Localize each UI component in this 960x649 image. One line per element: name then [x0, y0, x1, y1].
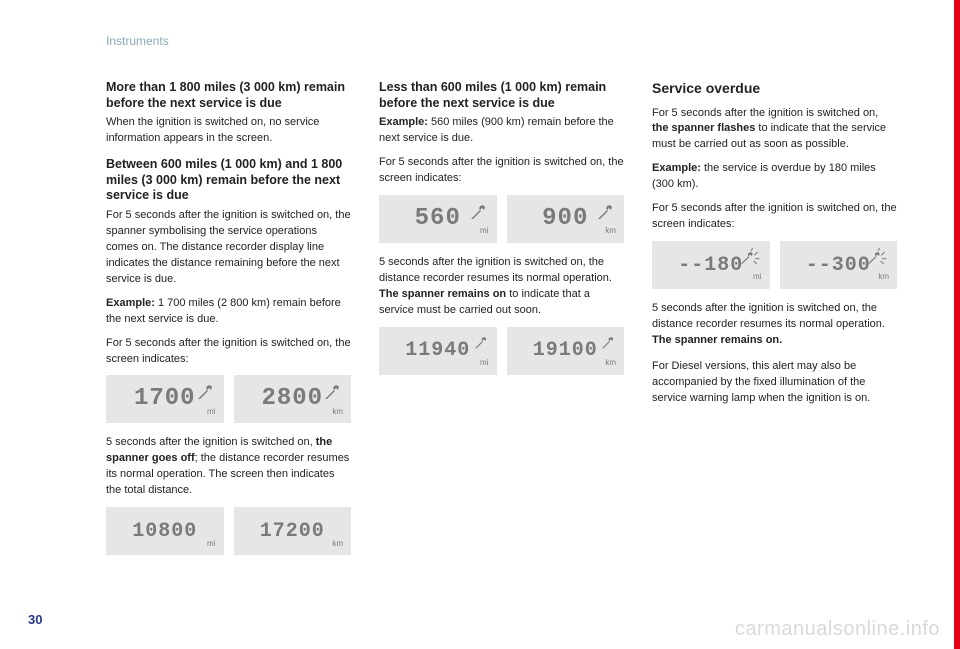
- lcd-unit: km: [332, 538, 343, 550]
- body-text: For 5 seconds after the ignition is swit…: [652, 107, 878, 119]
- lcd-unit: mi: [480, 225, 488, 237]
- body-text: 5 seconds after the ignition is switched…: [106, 436, 316, 448]
- body-text: For Diesel versions, this alert may also…: [652, 359, 897, 407]
- heading: Service overdue: [652, 80, 897, 98]
- wrench-icon: [602, 337, 616, 351]
- heading: More than 1 800 miles (3 000 km) remain …: [106, 80, 351, 111]
- bold-text: The spanner remains on: [379, 288, 506, 300]
- bold-text: the spanner flashes: [652, 122, 755, 134]
- lcd-unit: km: [332, 406, 343, 418]
- lcd-value: 17200: [260, 517, 325, 546]
- red-accent-bar: [954, 0, 960, 649]
- body-text: 5 seconds after the ignition is switched…: [379, 255, 624, 319]
- lcd-row: --180 mi --300 km: [652, 241, 897, 289]
- lcd-value: 560: [415, 202, 461, 237]
- bold-text: The spanner remains on.: [652, 334, 782, 346]
- example-label: Example:: [652, 162, 701, 174]
- lcd-unit: km: [878, 271, 889, 283]
- lcd-unit: mi: [753, 271, 761, 283]
- wrench-burst-icon: [865, 247, 891, 273]
- lcd-display: 10800 mi: [106, 507, 224, 555]
- body-text: For 5 seconds after the ignition is swit…: [652, 106, 897, 154]
- lcd-row: 1700 mi 2800 km: [106, 375, 351, 423]
- heading: Less than 600 miles (1 000 km) remain be…: [379, 80, 624, 111]
- lcd-unit: mi: [207, 406, 215, 418]
- body-text: Example: the service is overdue by 180 m…: [652, 161, 897, 193]
- body-text: For 5 seconds after the ignition is swit…: [379, 155, 624, 187]
- wrench-icon: [471, 205, 489, 223]
- column-2: Less than 600 miles (1 000 km) remain be…: [379, 80, 624, 567]
- column-1: More than 1 800 miles (3 000 km) remain …: [106, 80, 351, 567]
- body-text: 5 seconds after the ignition is switched…: [652, 302, 885, 330]
- body-text: 5 seconds after the ignition is switched…: [652, 301, 897, 349]
- lcd-unit: mi: [480, 357, 488, 369]
- lcd-value: 10800: [132, 517, 197, 546]
- lcd-display: 560 mi: [379, 195, 497, 243]
- body-text: 5 seconds after the ignition is switched…: [379, 256, 612, 284]
- column-3: Service overdue For 5 seconds after the …: [652, 80, 897, 567]
- body-text: 5 seconds after the ignition is switched…: [106, 435, 351, 499]
- body-text: Example: 1 700 miles (2 800 km) remain b…: [106, 296, 351, 328]
- lcd-value: 11940: [405, 336, 470, 365]
- wrench-icon: [198, 385, 216, 403]
- lcd-row: 560 mi 900 km: [379, 195, 624, 243]
- wrench-burst-icon: [738, 247, 764, 273]
- section-header: Instruments: [106, 34, 169, 48]
- body-text: For 5 seconds after the ignition is swit…: [652, 201, 897, 233]
- lcd-value: 900: [542, 202, 588, 237]
- wrench-icon: [598, 205, 616, 223]
- lcd-row: 10800 mi 17200 km: [106, 507, 351, 555]
- lcd-unit: km: [605, 357, 616, 369]
- body-text: For 5 seconds after the ignition is swit…: [106, 208, 351, 288]
- lcd-value: 19100: [533, 336, 598, 365]
- watermark: carmanualsonline.info: [735, 618, 940, 641]
- wrench-icon: [325, 385, 343, 403]
- lcd-value: --300: [806, 251, 871, 280]
- example-label: Example:: [379, 116, 428, 128]
- lcd-display: 17200 km: [234, 507, 352, 555]
- wrench-icon: [475, 337, 489, 351]
- lcd-display: 19100 km: [507, 327, 625, 375]
- lcd-display: --180 mi: [652, 241, 770, 289]
- lcd-display: --300 km: [780, 241, 898, 289]
- lcd-value: 2800: [261, 382, 323, 417]
- lcd-unit: km: [605, 225, 616, 237]
- example-label: Example:: [106, 297, 155, 309]
- lcd-value: 1700: [134, 382, 196, 417]
- body-text: Example: 560 miles (900 km) remain befor…: [379, 115, 624, 147]
- content-columns: More than 1 800 miles (3 000 km) remain …: [106, 80, 897, 567]
- lcd-row: 11940 mi 19100 km: [379, 327, 624, 375]
- lcd-display: 2800 km: [234, 375, 352, 423]
- heading: Between 600 miles (1 000 km) and 1 800 m…: [106, 157, 351, 204]
- lcd-display: 900 km: [507, 195, 625, 243]
- page-number: 30: [28, 612, 42, 627]
- lcd-display: 1700 mi: [106, 375, 224, 423]
- lcd-display: 11940 mi: [379, 327, 497, 375]
- body-text: When the ignition is switched on, no ser…: [106, 115, 351, 147]
- body-text: For 5 seconds after the ignition is swit…: [106, 336, 351, 368]
- lcd-unit: mi: [207, 538, 215, 550]
- lcd-value: --180: [678, 251, 743, 280]
